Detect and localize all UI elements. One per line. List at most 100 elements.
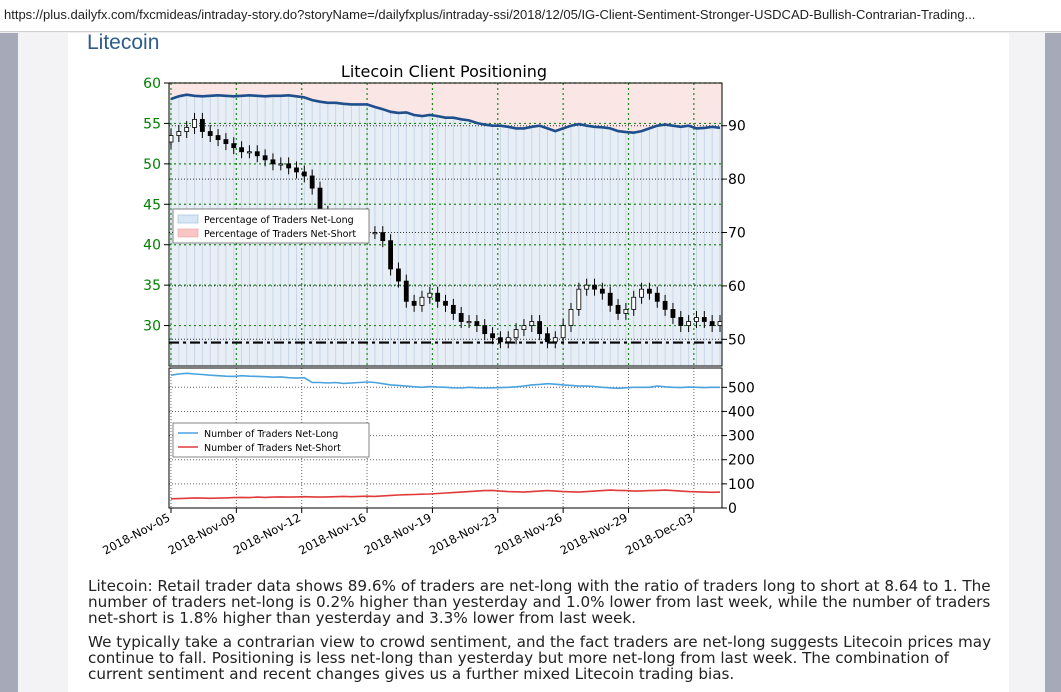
traders-net-long-line xyxy=(170,372,720,390)
count-tick-label: 100 xyxy=(728,477,755,493)
price-candle xyxy=(686,321,692,326)
price-candle xyxy=(631,296,637,310)
net-short-fill xyxy=(169,83,722,133)
price-candle xyxy=(388,240,394,270)
price-candle xyxy=(537,321,543,335)
chart-title: Litecoin Client Positioning xyxy=(341,62,547,81)
address-bar[interactable]: https://plus.dailyfx.com/fxcmideas/intra… xyxy=(0,0,1061,32)
price-candle xyxy=(223,139,229,145)
bias-paragraph: We typically take a contrarian view to c… xyxy=(88,633,992,683)
price-candle xyxy=(278,163,284,166)
price-candle xyxy=(168,135,174,143)
count-tick-label: 400 xyxy=(728,404,755,420)
price-candle xyxy=(176,131,182,136)
date-tick-label: 2018-Nov-16 xyxy=(296,510,368,557)
lower-panel-frame xyxy=(168,367,723,509)
price-candle xyxy=(662,300,668,310)
section-title: Litecoin xyxy=(87,31,160,54)
price-candle xyxy=(545,333,550,343)
legend-entry-label: Number of Traders Net-Short xyxy=(204,443,341,454)
price-tick-label: 45 xyxy=(143,197,161,213)
date-tick-label: 2018-Dec-03 xyxy=(623,510,695,557)
price-candle xyxy=(505,337,511,343)
price-candle xyxy=(372,232,378,235)
legend-entry-label: Percentage of Traders Net-Long xyxy=(204,215,354,226)
date-tick-label: 2018-Nov-29 xyxy=(558,510,630,557)
lower-legend-box xyxy=(172,422,370,458)
price-candle xyxy=(466,321,472,324)
date-tick-label: 2018-Nov-19 xyxy=(362,510,434,557)
price-candle xyxy=(694,317,699,322)
date-tick-label: 2018-Nov-26 xyxy=(492,510,564,557)
price-candle xyxy=(254,151,260,157)
pct-tick-label: 60 xyxy=(728,279,746,295)
price-tick-label: 55 xyxy=(143,116,161,132)
price-candle xyxy=(474,321,480,326)
sentiment-paragraph: Litecoin: Retail trader data shows 89.6%… xyxy=(88,577,991,627)
price-candle xyxy=(529,321,535,326)
count-tick-label: 500 xyxy=(728,380,755,396)
price-tick-label: 40 xyxy=(143,238,161,254)
positioning-chart: 30 35 40 45 50 55 60 50 60 70 80 90 0 100 200 300 400 500… xyxy=(100,62,755,558)
lower-legend: Number of Traders Net-Long Number of Trad… xyxy=(172,422,370,458)
price-candle xyxy=(654,292,660,302)
price-candle xyxy=(701,317,707,322)
pct-tick-label: 50 xyxy=(728,332,746,348)
price-candle xyxy=(380,232,386,242)
price-candle xyxy=(184,127,190,132)
date-tick-label: 2018-Nov-09 xyxy=(166,510,238,557)
price-candle xyxy=(301,171,307,177)
price-candle xyxy=(521,325,527,331)
price-candle xyxy=(199,118,205,132)
price-candle xyxy=(678,317,684,326)
price-candle xyxy=(607,292,613,306)
price-candle xyxy=(403,280,409,302)
url-text[interactable]: https://plus.dailyfx.com/fxcmideas/intra… xyxy=(4,7,976,22)
price-candle xyxy=(717,321,723,326)
pct-tick-label: 80 xyxy=(728,172,746,188)
price-candle xyxy=(615,304,621,314)
price-candle xyxy=(262,155,268,161)
count-tick-label: 200 xyxy=(728,453,755,469)
price-candle xyxy=(584,284,590,290)
price-candle xyxy=(396,268,401,282)
pct-net-long-line xyxy=(170,93,721,135)
count-tick-label: 0 xyxy=(728,501,737,517)
price-candle xyxy=(513,329,519,339)
price-candle xyxy=(239,147,244,153)
price-candle xyxy=(497,337,503,343)
price-tick-label: 60 xyxy=(143,76,161,92)
price-candle xyxy=(450,304,456,314)
count-tick-label: 300 xyxy=(728,429,755,445)
price-candle xyxy=(458,313,464,322)
price-candle xyxy=(231,143,237,149)
price-candle xyxy=(639,288,644,298)
price-candle xyxy=(207,131,213,136)
price-candle xyxy=(576,288,582,310)
price-candle xyxy=(560,325,566,339)
upper-legend-box xyxy=(172,208,370,244)
legend-entry-label: Percentage of Traders Net-Short xyxy=(204,229,356,240)
price-tick-label: 50 xyxy=(143,157,161,173)
price-candle xyxy=(592,284,597,290)
price-candle xyxy=(709,321,715,326)
legend-entry-label: Number of Traders Net-Long xyxy=(204,429,338,440)
date-tick-label: 2018-Nov-23 xyxy=(427,510,499,557)
price-candle xyxy=(568,308,574,326)
upper-panel-frame xyxy=(168,82,723,367)
price-tick-label: 30 xyxy=(143,319,161,335)
price-candle xyxy=(192,118,197,128)
price-candle xyxy=(427,292,433,298)
price-candle xyxy=(443,300,448,306)
price-candle xyxy=(647,288,652,294)
price-candle xyxy=(435,292,441,302)
price-candle xyxy=(247,151,252,154)
price-candle xyxy=(411,300,417,306)
price-candle xyxy=(270,159,276,165)
price-tick-label: 35 xyxy=(143,278,161,294)
pct-tick-label: 70 xyxy=(728,226,746,242)
date-tick-label: 2018-Nov-05 xyxy=(100,510,172,557)
upper-legend: Percentage of Traders Net-Long Percentage… xyxy=(172,208,370,244)
price-candle xyxy=(490,333,495,339)
price-candle xyxy=(419,296,425,306)
